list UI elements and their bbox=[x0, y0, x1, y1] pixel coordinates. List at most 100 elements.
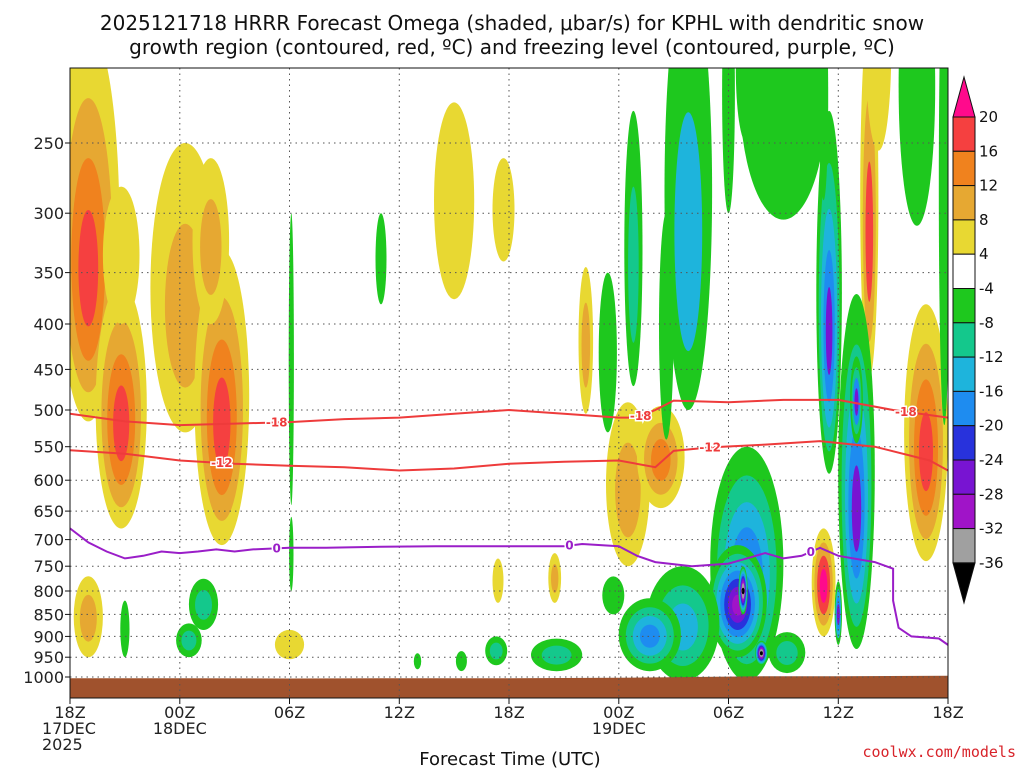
colorbar-label-10: -24 bbox=[979, 451, 1004, 469]
colorbar-label-11: -28 bbox=[979, 485, 1004, 503]
freezing-level-contour-label-1: 0 bbox=[273, 541, 281, 555]
colorbar-swatch-10 bbox=[952, 425, 976, 461]
omega-positive-blob-2-level-16 bbox=[113, 385, 130, 462]
y-tick-label-500: 500 bbox=[33, 401, 64, 420]
x-tick-label-6-line1: 00Z bbox=[164, 703, 195, 722]
y-tick-label-900: 900 bbox=[33, 627, 64, 646]
snow-growth-contour-m12 bbox=[70, 440, 948, 472]
colorbar-swatch-7 bbox=[952, 322, 976, 358]
x-tick-label-30-line1: 00Z bbox=[603, 703, 634, 722]
omega-positive-blob-14-level-8 bbox=[615, 442, 641, 538]
omega-negative-blob-12-level-m40 bbox=[741, 587, 745, 595]
omega-positive-blob-15-level-12 bbox=[651, 439, 671, 481]
omega-negative-blob-28-level-m8 bbox=[195, 590, 212, 620]
omega-positive-blob-10-level-4 bbox=[492, 158, 515, 262]
y-tick-label-400: 400 bbox=[33, 315, 64, 334]
omega-negative-blob-29-level-m8 bbox=[181, 630, 197, 651]
x-tick-label-24-line1: 18Z bbox=[493, 703, 524, 722]
colorbar-label-4: 4 bbox=[979, 245, 989, 263]
temperature-contours: -18 -18 -18 -12 -12 0 0 0 bbox=[70, 398, 948, 646]
colorbar: 20 16 12 8 4 -4 -8 -12 -16 -20 -24 -28 -32 -36 bbox=[952, 75, 1004, 605]
colorbar-swatch-9 bbox=[952, 390, 976, 427]
colorbar-label-13: -36 bbox=[979, 554, 1004, 572]
omega-positive-blob-3-level-4 bbox=[102, 186, 140, 324]
omega-negative-blob-7-level-m24 bbox=[836, 604, 840, 625]
chart-subtitle: growth region (contoured, red, ºC) and f… bbox=[129, 35, 895, 59]
y-tick-label-700: 700 bbox=[33, 531, 64, 550]
omega-negative-blob-4-level-m4 bbox=[819, 68, 829, 201]
omega-positive-blob-13-level-8 bbox=[581, 302, 591, 388]
colorbar-label-3: 8 bbox=[979, 211, 989, 229]
x-tick-label-42-line1: 12Z bbox=[823, 703, 854, 722]
omega-negative-blob-20-level-m4 bbox=[659, 213, 674, 440]
omega-negative-blob-13-level-m40 bbox=[759, 651, 763, 656]
y-tick-label-650: 650 bbox=[33, 502, 64, 521]
snow-growth-contour-m18-label-2: -18 bbox=[630, 409, 652, 423]
terrain-fill bbox=[70, 675, 948, 698]
x-tick-label-0-line1: 18Z bbox=[54, 703, 85, 722]
colorbar-label-8: -16 bbox=[979, 382, 1004, 400]
colorbar-label-9: -20 bbox=[979, 417, 1004, 435]
omega-positive-blob-12-level-8 bbox=[551, 564, 559, 593]
omega-positive-blob-5-level-16 bbox=[213, 377, 231, 468]
y-tick-label-800: 800 bbox=[33, 582, 64, 601]
y-tick-label-550: 550 bbox=[33, 438, 64, 457]
omega-positive-blob-11-level-4 bbox=[492, 558, 504, 603]
omega-negative-blob-19-level-m8 bbox=[628, 186, 639, 343]
omega-field bbox=[70, 68, 948, 681]
freezing-level-contour-label-2: 0 bbox=[565, 539, 573, 553]
snow-growth-contour-m18-label-3: -18 bbox=[895, 405, 917, 419]
colorbar-swatch-5 bbox=[952, 253, 976, 289]
omega-positive-blob-6-level-8 bbox=[200, 199, 222, 295]
x-tick-label-0-line3: 2025 bbox=[42, 735, 83, 754]
omega-positive-blob-7-level-4 bbox=[274, 629, 305, 660]
omega-negative-blob-0-level-m12 bbox=[674, 112, 703, 352]
omega-positive-blob-18-level-16 bbox=[865, 161, 874, 302]
y-tick-label-750: 750 bbox=[33, 557, 64, 576]
omega-negative-blob-5-level-m24 bbox=[851, 465, 862, 552]
snow-growth-contour-m18-label-1: -18 bbox=[266, 416, 288, 430]
omega-positive-blob-20-level-16 bbox=[919, 412, 933, 492]
x-tick-label-30-line2: 19DEC bbox=[592, 719, 646, 738]
snow-growth-contour-m12-label-2: -12 bbox=[699, 440, 721, 454]
colorbar-swatch-11 bbox=[952, 459, 976, 495]
y-tick-label-300: 300 bbox=[33, 204, 64, 223]
y-tick-label-850: 850 bbox=[33, 605, 64, 624]
colorbar-label-12: -32 bbox=[979, 520, 1004, 538]
omega-negative-blob-17-level-m4 bbox=[602, 576, 625, 615]
omega-negative-blob-18-level-m4 bbox=[598, 272, 617, 433]
omega-negative-blob-8-level-m4 bbox=[898, 68, 936, 226]
omega-negative-blob-25-level-m4 bbox=[413, 653, 422, 670]
y-tick-label-250: 250 bbox=[33, 134, 64, 153]
x-tick-label-36-line1: 06Z bbox=[713, 703, 744, 722]
x-axis-label: Forecast Time (UTC) bbox=[419, 749, 600, 768]
freezing-level-contour-label-3: 0 bbox=[807, 545, 815, 559]
x-tick-label-0-line2: 17DEC bbox=[42, 719, 96, 738]
omega-negative-blob-3-level-m24 bbox=[825, 287, 833, 375]
colorbar-label-1: 16 bbox=[979, 142, 998, 160]
omega-negative-blob-2-level-m4 bbox=[739, 68, 828, 220]
freezing-level-contour bbox=[70, 527, 948, 646]
omega-positive-blob-9-level-4 bbox=[434, 102, 475, 300]
omega-negative-blob-31-level-m4 bbox=[375, 213, 387, 305]
colorbar-bottom-arrow bbox=[952, 562, 976, 605]
colorbar-swatch-4 bbox=[952, 219, 976, 255]
omega-negative-blob-24-level-m4 bbox=[455, 651, 467, 672]
y-tick-label-600: 600 bbox=[33, 471, 64, 490]
omega-positive-blob-0-level-16 bbox=[78, 210, 99, 327]
snow-growth-contour-m12-label-1: -12 bbox=[211, 456, 233, 470]
colorbar-label-5: -4 bbox=[979, 280, 994, 298]
y-axis: 250 300 350 400 450 500 550 600 650 700 750 800 850 9… bbox=[23, 134, 70, 687]
colorbar-swatch-8 bbox=[952, 356, 976, 392]
colorbar-label-6: -8 bbox=[979, 314, 994, 332]
colorbar-label-0: 20 bbox=[979, 108, 998, 126]
y-tick-label-950: 950 bbox=[33, 648, 64, 667]
credit-text: coolwx.com/models bbox=[862, 743, 1016, 761]
omega-negative-blob-23-level-m8 bbox=[489, 642, 503, 660]
y-tick-label-1000: 1000 bbox=[23, 668, 64, 687]
x-tick-label-6-line2: 18DEC bbox=[153, 719, 207, 738]
snow-growth-contour-m18 bbox=[70, 398, 948, 427]
colorbar-swatch-6 bbox=[952, 288, 976, 324]
omega-negative-blob-9-level-m4 bbox=[938, 68, 948, 426]
